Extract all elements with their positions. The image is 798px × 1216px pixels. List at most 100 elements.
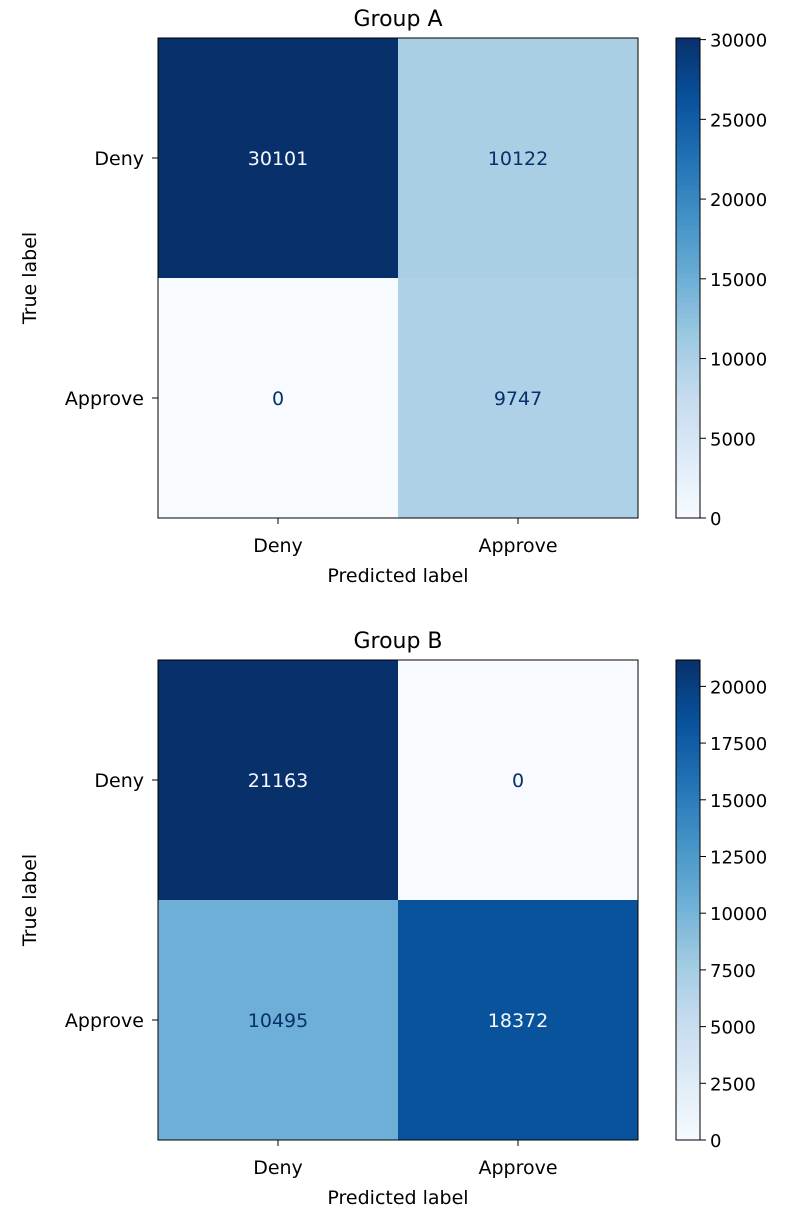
colorbar-segment (676, 286, 700, 291)
colorbar-segment (676, 980, 700, 985)
colorbar-segment (676, 1044, 700, 1049)
colorbar-segment (676, 478, 700, 483)
colorbar-segment (676, 462, 700, 467)
colorbar-segment (676, 852, 700, 857)
colorbar-segment (676, 864, 700, 869)
colorbar-segment (676, 142, 700, 147)
colorbar-segment (676, 776, 700, 781)
colorbar-segment (676, 474, 700, 479)
colorbar-tick-label: 2500 (710, 1074, 756, 1095)
colorbar-segment (676, 788, 700, 793)
colorbar-segment (676, 744, 700, 749)
colorbar-segment (676, 984, 700, 989)
colorbar-segment (676, 66, 700, 71)
colorbar-segment (676, 418, 700, 423)
colorbar-segment (676, 960, 700, 965)
matrix-cell (158, 278, 398, 518)
colorbar-segment (676, 58, 700, 63)
colorbar-segment (676, 138, 700, 143)
colorbar-segment (676, 134, 700, 139)
colorbar-segment (676, 86, 700, 91)
colorbar-segment (676, 792, 700, 797)
colorbar-segment (676, 170, 700, 175)
colorbar-segment (676, 294, 700, 299)
colorbar-segment (676, 720, 700, 725)
colorbar-segment (676, 1040, 700, 1045)
colorbar-segment (676, 940, 700, 945)
colorbar-segment (676, 728, 700, 733)
colorbar-segment (676, 94, 700, 99)
colorbar-segment (676, 956, 700, 961)
colorbar-segment (676, 370, 700, 375)
colorbar-segment (676, 70, 700, 75)
colorbar-segment (676, 458, 700, 463)
colorbar-segment (676, 976, 700, 981)
colorbar-segment (676, 334, 700, 339)
colorbar-segment (676, 514, 700, 519)
colorbar-segment (676, 278, 700, 283)
colorbar-segment (676, 908, 700, 913)
colorbar-segment (676, 768, 700, 773)
colorbar-segment (676, 1108, 700, 1113)
colorbar-segment (676, 350, 700, 355)
matrix-cell (158, 38, 398, 278)
colorbar-segment (676, 716, 700, 721)
colorbar-segment (676, 250, 700, 255)
y-axis-label: True label (19, 854, 41, 947)
colorbar-segment (676, 90, 700, 95)
colorbar-segment (676, 796, 700, 801)
chart-title: Group A (353, 7, 442, 32)
colorbar-segment (676, 390, 700, 395)
matrix-cell (398, 660, 638, 900)
colorbar-segment (676, 74, 700, 79)
colorbar-segment (676, 820, 700, 825)
colorbar-tick-label: 12500 (710, 847, 767, 868)
colorbar-segment (676, 1120, 700, 1125)
colorbar-segment (676, 502, 700, 507)
y-axis-label: True label (19, 232, 41, 325)
colorbar-segment (676, 704, 700, 709)
colorbar-segment (676, 454, 700, 459)
x-axis-label: Predicted label (327, 1187, 468, 1209)
colorbar-tick-label: 0 (710, 1131, 721, 1152)
colorbar-segment (676, 1080, 700, 1085)
colorbar-segment (676, 78, 700, 83)
colorbar-segment (676, 366, 700, 371)
cell-value-label: 30101 (248, 148, 308, 170)
cell-value-label: 0 (272, 388, 284, 410)
colorbar-segment (676, 266, 700, 271)
colorbar-segment (676, 1064, 700, 1069)
colorbar-segment (676, 708, 700, 713)
matrix-cell (158, 660, 398, 900)
colorbar-segment (676, 1060, 700, 1065)
colorbar-segment (676, 178, 700, 183)
colorbar-segment (676, 1008, 700, 1013)
colorbar-segment (676, 126, 700, 131)
cell-value-label: 0 (512, 770, 524, 792)
colorbar-segment (676, 672, 700, 677)
colorbar-segment (676, 836, 700, 841)
colorbar-segment (676, 118, 700, 123)
colorbar-segment (676, 824, 700, 829)
colorbar-segment (676, 1020, 700, 1025)
colorbar-segment (676, 162, 700, 167)
colorbar-segment (676, 46, 700, 51)
colorbar-segment (676, 42, 700, 47)
colorbar-segment (676, 382, 700, 387)
colorbar-segment (676, 430, 700, 435)
colorbar-segment (676, 832, 700, 837)
colorbar-segment (676, 668, 700, 673)
colorbar-tick-label: 30000 (710, 31, 767, 52)
colorbar-segment (676, 174, 700, 179)
colorbar-segment (676, 386, 700, 391)
colorbar-tick-label: 7500 (710, 961, 756, 982)
colorbar-segment (676, 812, 700, 817)
colorbar-segment (676, 928, 700, 933)
colorbar-segment (676, 904, 700, 909)
colorbar-segment (676, 756, 700, 761)
colorbar-segment (676, 150, 700, 155)
x-tick-label: Deny (253, 535, 303, 557)
colorbar-segment (676, 968, 700, 973)
colorbar-segment (676, 62, 700, 67)
colorbar-segment (676, 114, 700, 119)
